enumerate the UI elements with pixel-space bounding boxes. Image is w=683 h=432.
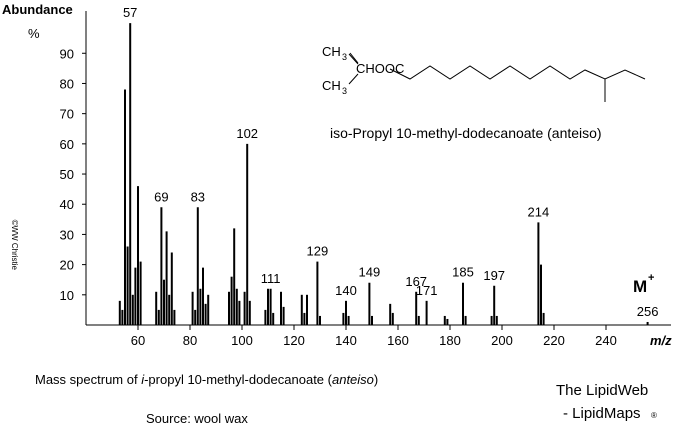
x-tick-label: 160 bbox=[387, 333, 409, 348]
peak-label: 256 bbox=[637, 304, 659, 319]
caption-part: ) bbox=[374, 372, 378, 387]
y-tick-label: 10 bbox=[60, 288, 74, 303]
x-tick-label: 180 bbox=[439, 333, 461, 348]
bond bbox=[348, 53, 359, 65]
caption-part: i bbox=[141, 372, 145, 387]
x-tick-label: 200 bbox=[491, 333, 513, 348]
molecular-ion-sup: + bbox=[648, 272, 654, 284]
caption-part: -propyl 10-methyl-dodecanoate ( bbox=[144, 372, 333, 387]
credit: - LipidMaps bbox=[563, 405, 641, 422]
y-axis-label: Abundance bbox=[2, 2, 73, 17]
y-tick-label: 30 bbox=[60, 227, 74, 242]
peak-label: 140 bbox=[335, 283, 357, 298]
peak-label: 83 bbox=[191, 189, 205, 204]
x-tick-label: 80 bbox=[183, 333, 197, 348]
copyright: ©WW Christie bbox=[10, 220, 19, 271]
y-tick-label: 90 bbox=[60, 46, 74, 61]
y-tick-label: 40 bbox=[60, 197, 74, 212]
bond bbox=[349, 52, 359, 64]
x-tick-label: 220 bbox=[543, 333, 565, 348]
x-tick-label: 240 bbox=[595, 333, 617, 348]
molecular-ion: M bbox=[633, 277, 647, 296]
peak-label: 185 bbox=[452, 265, 474, 280]
peak-label: 102 bbox=[236, 126, 258, 141]
peak-label: 167 bbox=[405, 274, 427, 289]
x-tick-label: 60 bbox=[131, 333, 145, 348]
peak-label: 57 bbox=[123, 5, 137, 20]
credit: The LipidWeb bbox=[556, 382, 648, 399]
peak-label: 69 bbox=[154, 189, 168, 204]
peak-label: 197 bbox=[483, 268, 505, 283]
x-axis-label: m/z bbox=[650, 333, 672, 348]
credit: ® bbox=[651, 411, 657, 420]
x-tick-label: 100 bbox=[231, 333, 253, 348]
structure-label: 3 bbox=[342, 86, 347, 96]
y-tick-label: 70 bbox=[60, 107, 74, 122]
chain bbox=[389, 65, 646, 80]
y-tick-label: 50 bbox=[60, 167, 74, 182]
y-tick-label: 60 bbox=[60, 137, 74, 152]
y-tick-label: 80 bbox=[60, 76, 74, 91]
structure-label: CH bbox=[322, 78, 341, 93]
y-tick-label: 20 bbox=[60, 258, 74, 273]
peak-label: 171 bbox=[416, 283, 438, 298]
source: Source: wool wax bbox=[146, 411, 248, 426]
x-tick-label: 120 bbox=[283, 333, 305, 348]
structure-label: CH bbox=[322, 44, 341, 59]
peak-label: 111 bbox=[261, 271, 281, 286]
y-unit: % bbox=[28, 26, 40, 41]
caption-part: anteiso bbox=[332, 372, 374, 387]
structure-label: CHOOC bbox=[356, 61, 404, 76]
peak-label: 129 bbox=[307, 244, 329, 259]
compound-name: iso-Propyl 10-methyl-dodecanoate (anteis… bbox=[330, 125, 602, 141]
caption: Mass spectrum of i-propyl 10-methyl-dode… bbox=[35, 372, 378, 387]
caption-part: Mass spectrum of bbox=[35, 372, 141, 387]
peak-label: 214 bbox=[528, 204, 550, 219]
bond bbox=[348, 73, 359, 85]
x-tick-label: 140 bbox=[335, 333, 357, 348]
peak-label: 149 bbox=[359, 265, 381, 280]
structure-label: 3 bbox=[342, 52, 347, 62]
